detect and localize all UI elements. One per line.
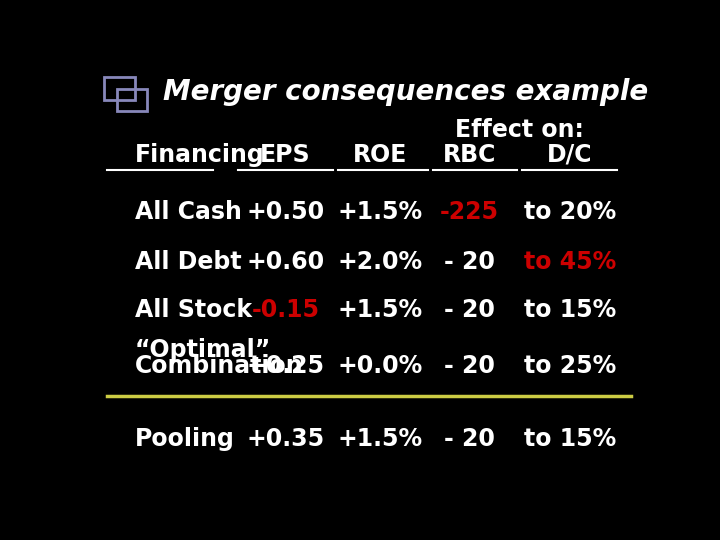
Text: Financing: Financing	[135, 143, 264, 167]
Text: to 25%: to 25%	[523, 354, 616, 378]
Text: +0.0%: +0.0%	[338, 354, 423, 378]
Text: to 20%: to 20%	[523, 200, 616, 225]
Text: -0.15: -0.15	[251, 298, 319, 322]
Text: Combination: Combination	[135, 354, 303, 378]
Text: Pooling: Pooling	[135, 427, 235, 451]
Text: +0.60: +0.60	[246, 251, 325, 274]
Text: +1.5%: +1.5%	[338, 200, 423, 225]
Text: - 20: - 20	[444, 354, 495, 378]
Text: D/C: D/C	[547, 143, 593, 167]
Text: -225: -225	[440, 200, 499, 225]
Text: to 15%: to 15%	[523, 427, 616, 451]
Text: All Cash: All Cash	[135, 200, 241, 225]
Text: “Optimal”: “Optimal”	[135, 338, 271, 362]
Text: +1.5%: +1.5%	[338, 298, 423, 322]
Text: Effect on:: Effect on:	[455, 118, 584, 141]
Text: All Debt: All Debt	[135, 251, 241, 274]
Text: ROE: ROE	[353, 143, 408, 167]
Text: to 15%: to 15%	[523, 298, 616, 322]
Text: EPS: EPS	[260, 143, 310, 167]
Text: RBC: RBC	[443, 143, 496, 167]
Text: - 20: - 20	[444, 251, 495, 274]
Text: +0.35: +0.35	[246, 427, 325, 451]
Text: - 20: - 20	[444, 427, 495, 451]
Text: Merger consequences example: Merger consequences example	[163, 78, 648, 106]
Text: All Stock: All Stock	[135, 298, 252, 322]
Text: +1.5%: +1.5%	[338, 427, 423, 451]
Text: +0.50: +0.50	[246, 200, 325, 225]
Text: - 20: - 20	[444, 298, 495, 322]
Text: +2.0%: +2.0%	[338, 251, 423, 274]
Text: to 45%: to 45%	[523, 251, 616, 274]
Text: +0.25: +0.25	[246, 354, 324, 378]
